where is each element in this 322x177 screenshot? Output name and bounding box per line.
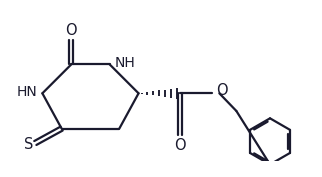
- Text: NH: NH: [115, 56, 135, 70]
- Text: S: S: [24, 137, 33, 152]
- Text: O: O: [216, 83, 228, 98]
- Text: O: O: [175, 138, 186, 153]
- Text: HN: HN: [17, 85, 38, 99]
- Text: O: O: [65, 23, 77, 38]
